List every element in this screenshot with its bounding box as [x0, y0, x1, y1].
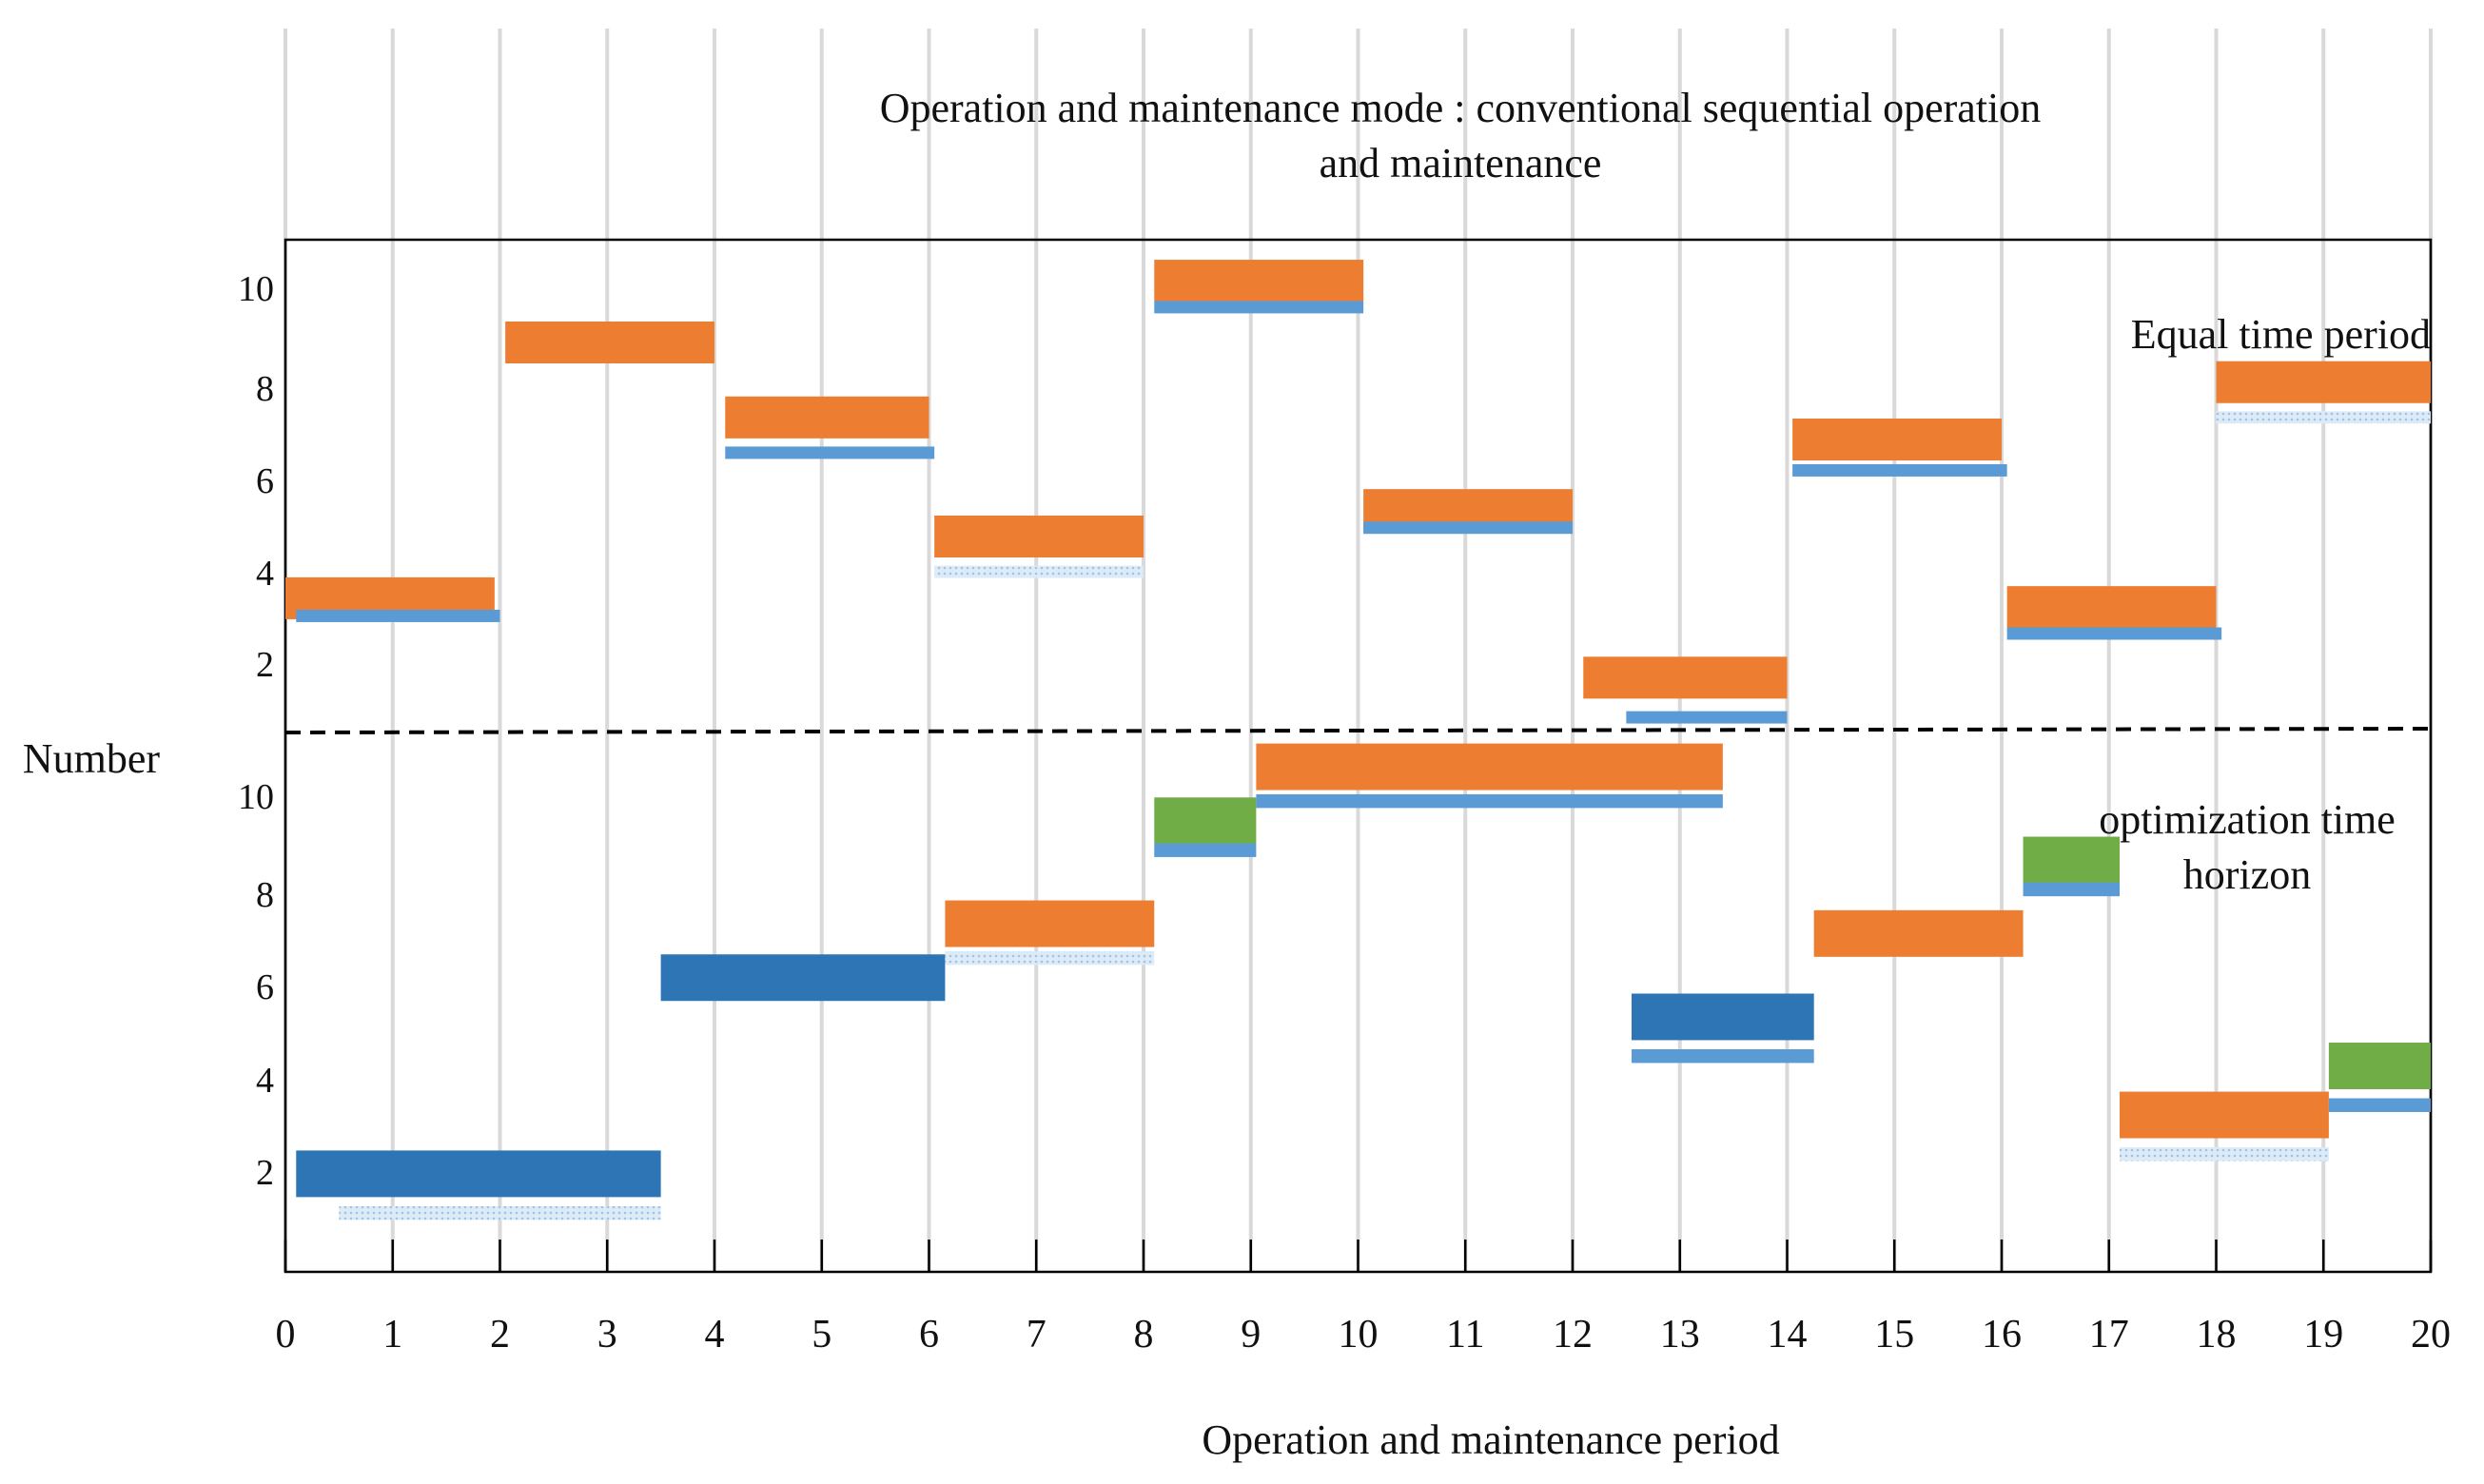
- y-ticks-top: 2 4 6 8 10: [238, 269, 274, 685]
- task-subbar: [296, 609, 500, 622]
- x-ticks: 0 1 2 3 4 5 6 7 8 9 10 11 12 13 14 15 16 17 18 19 20: [276, 1240, 2451, 1357]
- x-tick-label: 7: [1027, 1313, 1046, 1357]
- annotation-optimization-line1: optimization time: [2099, 796, 2396, 843]
- x-tick-label: 20: [2411, 1313, 2451, 1357]
- task-bar: [1256, 743, 1723, 791]
- task-subbar: [725, 446, 935, 459]
- x-tick-label: 5: [812, 1313, 831, 1357]
- x-tick-label: 10: [1339, 1313, 1379, 1357]
- task-bar: [660, 954, 946, 1002]
- task-bar: [296, 1150, 661, 1198]
- task-bar: [2120, 1091, 2329, 1139]
- task-bar: [2006, 586, 2217, 629]
- y-tick-label: 6: [256, 967, 274, 1007]
- task-subbar: [934, 565, 1144, 578]
- x-tick-label: 16: [1982, 1313, 2022, 1357]
- x-axis-label: Operation and maintenance period: [1202, 1416, 1779, 1463]
- x-tick-label: 11: [1446, 1313, 1484, 1357]
- task-subbar: [1154, 843, 1257, 857]
- vertical-gridlines: [284, 29, 2433, 1272]
- y-axis-label: Number: [23, 735, 161, 782]
- task-subbar: [2023, 882, 2121, 897]
- chart-title-line2: and maintenance: [1320, 140, 1602, 186]
- y-tick-label: 10: [238, 777, 274, 817]
- x-tick-label: 12: [1553, 1313, 1593, 1357]
- task-bar: [2328, 1043, 2431, 1089]
- task-subbar: [2006, 627, 2222, 640]
- y-tick-label: 6: [256, 461, 274, 501]
- task-subbar: [1632, 1048, 1814, 1064]
- task-subbar: [945, 950, 1155, 966]
- x-tick-label: 8: [1134, 1313, 1154, 1357]
- y-tick-label: 4: [256, 554, 274, 594]
- y-tick-label: 2: [256, 645, 274, 685]
- task-bar: [1813, 909, 2024, 957]
- task-subbar: [1792, 463, 2007, 477]
- task-bar: [725, 396, 929, 439]
- x-tick-label: 1: [382, 1313, 402, 1357]
- task-bar: [1792, 418, 2002, 461]
- x-tick-label: 3: [597, 1313, 617, 1357]
- task-bar: [2023, 836, 2121, 884]
- panel-divider: [284, 727, 2432, 734]
- x-tick-label: 15: [1874, 1313, 1914, 1357]
- x-tick-label: 9: [1241, 1313, 1261, 1357]
- y-tick-label: 8: [256, 875, 274, 915]
- x-tick-label: 18: [2197, 1313, 2237, 1357]
- chart-title-line1: Operation and maintenance mode : convent…: [880, 85, 2042, 131]
- y-tick-label: 4: [256, 1061, 274, 1101]
- x-tick-label: 6: [919, 1313, 939, 1357]
- x-tick-label: 13: [1660, 1313, 1700, 1357]
- task-subbar: [2120, 1147, 2329, 1162]
- task-subbar: [1626, 711, 1788, 724]
- task-bar: [505, 321, 714, 364]
- x-tick-label: 17: [2089, 1313, 2129, 1357]
- x-tick-label: 2: [490, 1313, 510, 1357]
- y-tick-label: 2: [256, 1153, 274, 1193]
- task-subbar: [2216, 411, 2431, 424]
- task-subbar: [339, 1205, 661, 1220]
- x-tick-label: 19: [2303, 1313, 2343, 1357]
- task-bar: [1154, 260, 1364, 303]
- task-bar: [1583, 656, 1788, 699]
- task-bar: [934, 515, 1144, 558]
- y-ticks-bottom: 2 4 6 8 10: [238, 777, 274, 1193]
- task-subbar: [2328, 1098, 2431, 1112]
- bars: [285, 260, 2431, 1220]
- task-bar: [2216, 361, 2431, 403]
- task-bar: [945, 900, 1155, 947]
- task-bar: [1154, 797, 1257, 845]
- annotation-optimization-line2: horizon: [2183, 851, 2311, 898]
- task-bar: [1632, 993, 1814, 1041]
- task-subbar: [1256, 793, 1723, 809]
- annotation-equal-time-period: Equal time period: [2131, 311, 2431, 358]
- y-tick-label: 8: [256, 369, 274, 409]
- x-tick-label: 14: [1768, 1313, 1808, 1357]
- x-tick-label: 0: [276, 1313, 296, 1357]
- task-subbar: [1154, 301, 1364, 314]
- x-tick-label: 4: [705, 1313, 725, 1357]
- task-subbar: [1363, 521, 1573, 535]
- y-tick-label: 10: [238, 269, 274, 309]
